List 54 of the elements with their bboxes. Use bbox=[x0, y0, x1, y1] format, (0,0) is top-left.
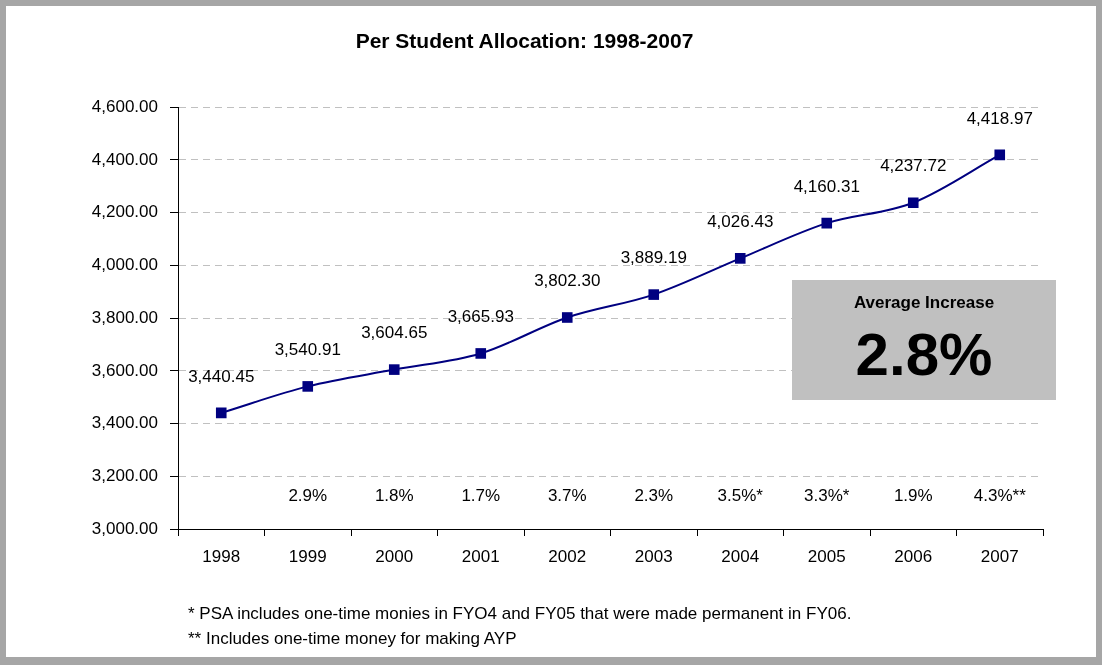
text: ** Includes one-time money for making AYP bbox=[188, 628, 518, 650]
x-tick-label: 1998 bbox=[202, 546, 241, 566]
x-tick-label: 1999 bbox=[288, 546, 327, 566]
callout-panel: Average Increase 2.8% bbox=[792, 280, 1056, 400]
data-label: 3,540.91 bbox=[274, 340, 341, 360]
annotation: 2.8% bbox=[854, 321, 994, 388]
point bbox=[907, 197, 919, 209]
point bbox=[734, 253, 746, 264]
point bbox=[215, 407, 227, 419]
point bbox=[388, 364, 400, 375]
y-tick-label: 4,600.00 bbox=[91, 96, 158, 116]
point bbox=[648, 289, 660, 300]
data-label: 4,418.97 bbox=[966, 108, 1033, 128]
x-tick-label: 2006 bbox=[894, 546, 933, 566]
data-label: 3,440.45 bbox=[188, 366, 255, 386]
annotation: 3.5%* bbox=[717, 485, 764, 505]
x-tick-label: 2003 bbox=[634, 546, 673, 566]
point bbox=[994, 149, 1006, 161]
point bbox=[475, 348, 487, 359]
y-tick-label: 4,000.00 bbox=[91, 255, 158, 275]
x-tick-label: 2001 bbox=[461, 546, 500, 566]
annotation: Average Increase bbox=[852, 293, 996, 313]
point bbox=[302, 381, 314, 392]
y-tick-label: 4,200.00 bbox=[91, 202, 158, 222]
annotation: 3.3%* bbox=[804, 485, 850, 505]
data-label: 4,160.31 bbox=[793, 176, 860, 196]
y-tick-label: 3,800.00 bbox=[91, 307, 158, 327]
x-tick-label: 2002 bbox=[548, 546, 587, 566]
x-tick-label: 2004 bbox=[721, 546, 760, 566]
y-tick-label: 3,400.00 bbox=[91, 413, 158, 433]
y-tick-label: 4,400.00 bbox=[91, 149, 158, 169]
y-tick-label: 3,000.00 bbox=[91, 518, 158, 538]
x-tick-label: 2007 bbox=[980, 546, 1019, 566]
annotation: 1.8% bbox=[374, 485, 414, 505]
data-label: 3,604.65 bbox=[361, 323, 428, 343]
data-label: 3,889.19 bbox=[620, 248, 687, 268]
data-label: 3,802.30 bbox=[534, 271, 601, 291]
chart-title: Per Student Allocation: 1998-2007 bbox=[355, 29, 694, 53]
point bbox=[561, 312, 573, 323]
annotation: 2.3% bbox=[634, 485, 674, 505]
annotation: 2.9% bbox=[288, 485, 328, 505]
annotation: 1.7% bbox=[461, 485, 501, 505]
data-label: 4,237.72 bbox=[880, 156, 947, 176]
point bbox=[821, 217, 833, 229]
data-label: 3,665.93 bbox=[447, 307, 514, 327]
annotation: 3.7% bbox=[547, 485, 587, 505]
y-tick-label: 3,200.00 bbox=[91, 465, 158, 485]
x-tick-label: 2005 bbox=[807, 546, 846, 566]
text: * PSA includes one-time monies in FYO4 and FY05 that were made permanent in FY06. bbox=[188, 603, 852, 625]
data-label: 4,026.43 bbox=[707, 212, 774, 232]
y-tick-label: 3,600.00 bbox=[91, 360, 158, 380]
x-tick-label: 2000 bbox=[375, 546, 414, 566]
annotation: 1.9% bbox=[893, 485, 933, 505]
annotation: 4.3%** bbox=[973, 485, 1027, 505]
